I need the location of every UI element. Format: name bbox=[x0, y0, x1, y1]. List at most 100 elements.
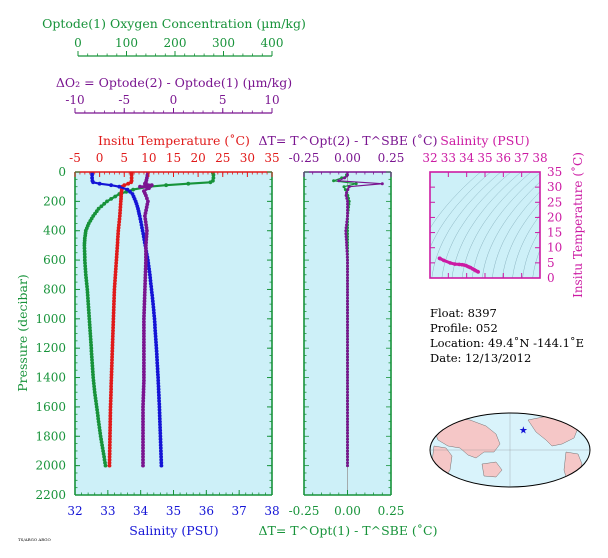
dt_opt2-point bbox=[346, 367, 349, 371]
oxygen-point bbox=[109, 197, 113, 201]
oxygen-point bbox=[87, 311, 91, 315]
oxygen-point bbox=[208, 180, 213, 185]
salinity-point bbox=[125, 187, 130, 192]
dt_opt2-point bbox=[346, 408, 349, 412]
dt_opt2-point bbox=[346, 434, 349, 438]
do2-point bbox=[144, 255, 148, 260]
salinity-point bbox=[156, 375, 161, 380]
salinity-point bbox=[152, 314, 157, 318]
map-marker-star: ★ bbox=[519, 426, 528, 437]
do2-point bbox=[142, 334, 146, 339]
do2-point bbox=[143, 284, 147, 289]
salinity-point bbox=[158, 443, 163, 447]
salinity-point bbox=[128, 189, 132, 194]
salinity-point bbox=[149, 284, 154, 289]
dt_opt2-point bbox=[346, 402, 349, 406]
temperature-axis: -5 0 5 10 15 20 25 30 35 bbox=[69, 151, 280, 177]
temperature-point bbox=[109, 369, 114, 374]
dt_opt2-point bbox=[347, 185, 351, 189]
dt_opt2-point bbox=[380, 182, 384, 186]
ts-temperature-tick-label: 35 bbox=[547, 165, 562, 179]
ts-temperature-tick-label: 5 bbox=[547, 256, 555, 270]
salinity-point bbox=[156, 378, 161, 383]
temperature-point bbox=[108, 396, 113, 400]
delta-t-axis: -0.25 -0.25 0.00 0.00 0.25 0.25 bbox=[289, 151, 405, 518]
do2-point bbox=[144, 205, 149, 210]
salinity-point bbox=[154, 349, 159, 353]
do2-point bbox=[143, 269, 148, 274]
temperature-point bbox=[114, 264, 118, 268]
salinity-point bbox=[157, 416, 162, 421]
oxygen-point bbox=[88, 331, 93, 336]
oxygen-point bbox=[89, 352, 94, 356]
dt_opt2-point bbox=[346, 288, 349, 291]
temperature-point bbox=[108, 405, 113, 409]
dt_opt1-point bbox=[342, 185, 346, 189]
dt_opt2-point bbox=[346, 355, 349, 359]
dt_opt2-point bbox=[346, 411, 349, 415]
oxygen-point bbox=[84, 275, 88, 280]
temperature-point bbox=[109, 381, 114, 386]
salinity-point bbox=[151, 305, 156, 309]
dt_opt2-point bbox=[345, 246, 349, 250]
do2-point bbox=[141, 416, 145, 421]
dt_opt2-point bbox=[346, 261, 349, 265]
do2-point bbox=[142, 349, 146, 353]
do2-point bbox=[142, 316, 146, 321]
temperature-point bbox=[109, 384, 113, 389]
oxygen-point bbox=[88, 334, 93, 339]
do2-point bbox=[141, 460, 145, 465]
oxygen-point bbox=[96, 413, 100, 418]
salinity-point bbox=[148, 278, 153, 283]
temperature-tick-label: 20 bbox=[190, 151, 205, 165]
salinity-point bbox=[159, 449, 163, 453]
dt_opt2-point bbox=[346, 428, 349, 432]
do2-point bbox=[142, 352, 146, 356]
dt_opt2-point bbox=[346, 417, 349, 421]
do2-point bbox=[144, 243, 148, 248]
temperature-point bbox=[108, 399, 113, 403]
do2-point bbox=[141, 407, 145, 412]
ts-isopycnal bbox=[512, 214, 540, 278]
do2-point bbox=[144, 193, 148, 198]
ts-isopycnal bbox=[492, 191, 540, 278]
dt_opt2-point bbox=[346, 320, 349, 324]
oxygen-point bbox=[103, 460, 107, 465]
do2-axis: -10 -5 0 5 10 bbox=[65, 93, 280, 114]
dt_opt2-point bbox=[346, 399, 349, 403]
dt_opt2-point bbox=[346, 370, 349, 374]
temperature-tick-label: 35 bbox=[264, 151, 279, 165]
salinity-point bbox=[155, 355, 159, 359]
temperature-point bbox=[126, 181, 131, 186]
dt_opt2-point bbox=[346, 340, 349, 344]
salinity-point bbox=[139, 220, 143, 224]
dt_opt2-point bbox=[346, 202, 349, 206]
pressure-axis-title: Pressure (decibar) bbox=[15, 274, 30, 392]
dt_opt2-point bbox=[346, 440, 349, 444]
oxygen-point bbox=[94, 405, 99, 409]
do2-point bbox=[145, 196, 149, 201]
ts-temperature-tick-label: 10 bbox=[547, 241, 562, 255]
do2-point bbox=[142, 361, 146, 365]
salinity-point bbox=[153, 322, 157, 327]
pressure-tick-label: 800 bbox=[43, 282, 66, 296]
temperature-point bbox=[118, 199, 123, 204]
do2-point bbox=[142, 355, 146, 359]
dt_opt2-point bbox=[346, 373, 349, 377]
oxygen-point bbox=[83, 261, 87, 265]
salinity-point bbox=[157, 410, 162, 415]
dt_opt2-point bbox=[345, 191, 348, 195]
oxygen-point bbox=[86, 308, 91, 312]
dt_opt2-point bbox=[346, 458, 349, 462]
do2-point bbox=[142, 325, 146, 330]
salinity-point bbox=[155, 358, 160, 362]
oxygen-point bbox=[83, 267, 88, 271]
oxygen-point bbox=[82, 258, 87, 262]
oxygen-point bbox=[102, 201, 107, 206]
oxygen-tick-label: 300 bbox=[212, 36, 235, 50]
salinity-axis-title: Salinity (PSU) bbox=[129, 523, 218, 538]
temperature-tick-label: 15 bbox=[166, 151, 181, 165]
dt_opt2-point bbox=[344, 238, 348, 241]
do2-point bbox=[141, 413, 145, 418]
oxygen-point bbox=[98, 431, 103, 436]
